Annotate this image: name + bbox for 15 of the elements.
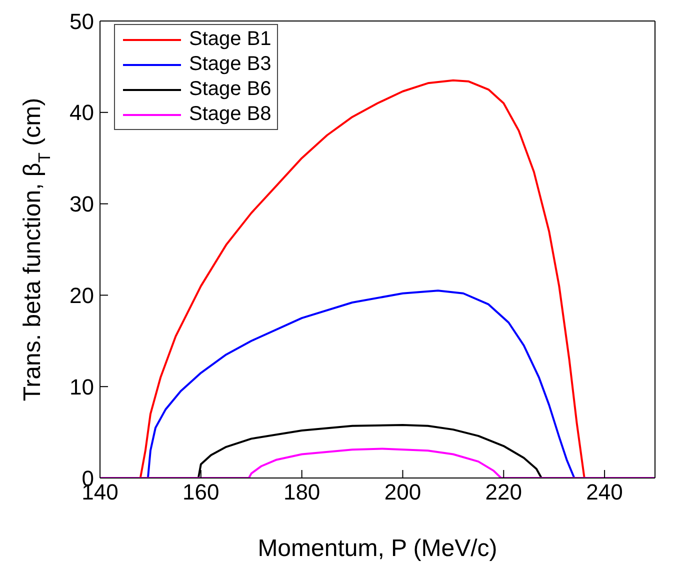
- legend-label: Stage B3: [189, 52, 272, 77]
- y-tick-label: 10: [70, 374, 94, 400]
- y-tick-label: 50: [70, 8, 94, 34]
- x-tick-label: 200: [384, 480, 422, 505]
- y-tick-label: 30: [70, 192, 94, 217]
- y-tick-label: 20: [70, 283, 94, 308]
- legend-label: Stage B1: [189, 27, 272, 52]
- x-axis-title: Momentum, P (MeV/c): [258, 535, 498, 562]
- x-tick-label: 220: [485, 480, 522, 505]
- legend-label: Stage B8: [189, 102, 272, 127]
- x-tick-label: 240: [586, 480, 623, 505]
- x-tick-label: 160: [182, 480, 220, 505]
- legend-label: Stage B6: [189, 77, 272, 102]
- y-tick-label: 40: [70, 100, 94, 126]
- x-tick-label: 180: [283, 480, 320, 505]
